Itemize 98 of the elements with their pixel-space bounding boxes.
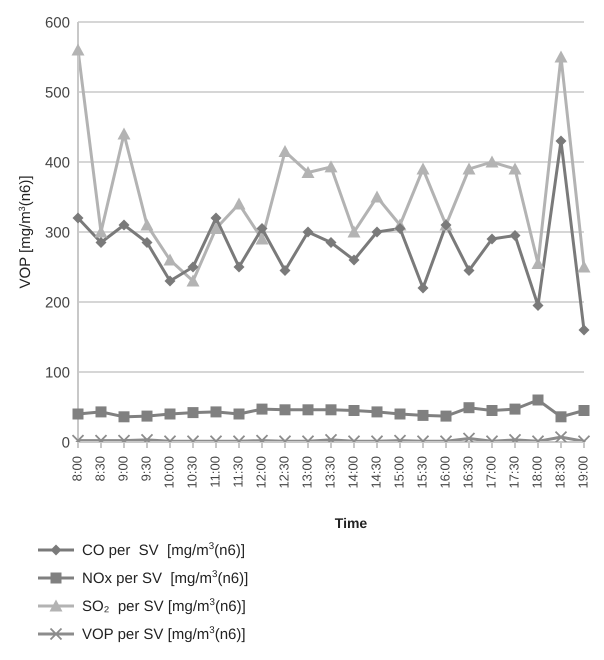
x-tick-label: 16:00: [437, 456, 452, 489]
point: [372, 406, 382, 418]
point: [142, 237, 152, 248]
point: [278, 145, 292, 157]
x-tick-label: 19:00: [575, 456, 590, 489]
point: [348, 254, 360, 266]
point: [232, 198, 246, 210]
x-tick-label: 17:00: [483, 456, 498, 489]
x-tick-label: 15:00: [391, 456, 406, 489]
y-tick-label: 100: [44, 364, 70, 382]
point: [554, 430, 568, 442]
point: [372, 226, 382, 238]
point: [578, 324, 590, 336]
point: [418, 410, 428, 421]
point: [118, 220, 130, 230]
y-tick-label: 200: [44, 294, 70, 312]
point: [486, 234, 498, 244]
point: [164, 276, 176, 286]
x-tick-label: 12:30: [276, 456, 292, 489]
point: [256, 223, 268, 234]
x-tick-label: 17:30: [506, 456, 522, 489]
point: [302, 226, 314, 238]
legend-label: NOx per SV [mg/m$^{3}$(n6)]: [82, 569, 248, 587]
point: [302, 404, 314, 416]
point: [210, 406, 222, 418]
x-tick-label: 8:30: [92, 456, 108, 482]
point: [188, 262, 198, 272]
point: [72, 408, 84, 420]
x-tick-label: 9:00: [115, 456, 130, 482]
point: [440, 410, 452, 422]
point: [256, 404, 268, 415]
point: [280, 265, 290, 276]
point: [234, 408, 244, 420]
x-tick-label: 9:30: [138, 456, 154, 482]
point: [394, 223, 406, 234]
x-tick-label: 13:30: [322, 456, 338, 489]
x-tick-label: 11:30: [230, 456, 246, 488]
point: [510, 404, 520, 415]
x-tick-label: 8:00: [69, 456, 84, 482]
point: [556, 411, 566, 422]
x-tick-label: 10:30: [184, 456, 200, 489]
point: [416, 162, 430, 174]
legend-label: VOP per SV [mg/m$^{3}$(n6)]: [82, 625, 246, 643]
point: [326, 404, 336, 416]
point: [72, 212, 84, 224]
x-axis-title: Time: [334, 515, 368, 531]
point: [164, 254, 176, 266]
legend-label: CO per SV [mg/m$^{3}$(n6)]: [82, 541, 245, 559]
point: [554, 50, 568, 62]
x-tick-label: 15:30: [414, 456, 430, 489]
point: [532, 394, 544, 406]
point: [280, 404, 290, 416]
y-tick-label: 0: [62, 434, 70, 452]
x-tick-label: 16:30: [460, 456, 476, 489]
point: [96, 406, 106, 418]
x-tick-label: 14:30: [368, 456, 384, 489]
point: [326, 237, 336, 248]
y-tick-label: 300: [44, 224, 70, 242]
point: [508, 162, 522, 174]
point: [164, 408, 176, 420]
point: [462, 432, 476, 442]
x-tick-label: 13:00: [299, 456, 314, 489]
point: [370, 190, 384, 202]
x-tick-label: 10:00: [161, 456, 176, 489]
x-tick-label: 18:30: [552, 456, 568, 489]
x-tick-label: 11:00: [207, 456, 222, 488]
y-tick-label: 400: [44, 154, 70, 172]
point: [302, 166, 314, 178]
point: [210, 212, 222, 224]
point: [72, 44, 84, 56]
point: [140, 218, 154, 230]
point: [186, 274, 200, 286]
point: [394, 408, 406, 420]
point: [118, 411, 130, 422]
point: [486, 405, 498, 416]
point: [348, 226, 360, 238]
y-tick-label: 600: [44, 14, 70, 32]
legend-label: SO₂ per SV [mg/m$^{3}$(n6)]: [82, 597, 246, 615]
y-tick-label: 500: [44, 84, 70, 102]
point: [464, 265, 474, 276]
point: [256, 232, 268, 244]
point: [210, 222, 222, 234]
x-tick-label: 14:00: [345, 456, 360, 489]
point: [118, 128, 130, 140]
point: [510, 230, 520, 241]
x-tick-label: 12:00: [253, 456, 268, 489]
point: [348, 405, 360, 416]
point: [578, 405, 590, 416]
point: [418, 282, 428, 294]
point: [234, 262, 244, 272]
point: [188, 407, 198, 418]
point: [96, 237, 106, 248]
point: [324, 160, 338, 172]
point: [464, 402, 474, 414]
point: [142, 410, 152, 422]
point: [462, 162, 476, 174]
point: [486, 156, 498, 168]
x-tick-label: 18:00: [529, 456, 544, 489]
